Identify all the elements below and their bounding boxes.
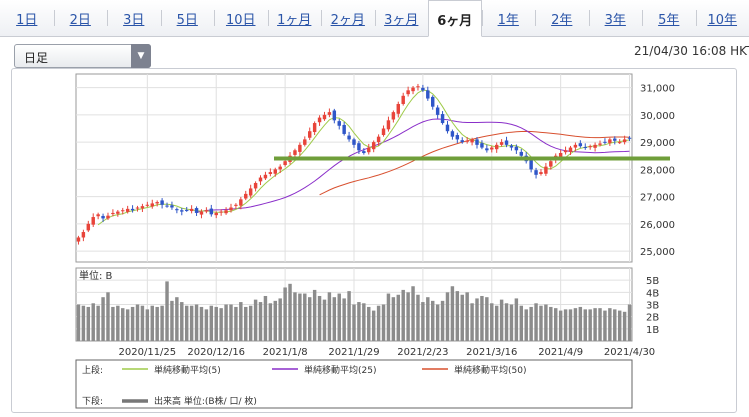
tab-8[interactable]: 6ヶ月 (428, 0, 482, 37)
tab-10[interactable]: 2年 (551, 13, 573, 28)
tab-separator (53, 10, 55, 26)
tab-separator (535, 10, 536, 26)
tab-separator (481, 10, 483, 26)
tab-1[interactable]: 2日 (69, 13, 91, 28)
tab-12[interactable]: 5年 (658, 13, 680, 28)
tab-separator (160, 10, 162, 26)
tab-7[interactable]: 3ヶ月 (384, 13, 419, 28)
chart-panel (11, 68, 737, 413)
tab-0[interactable]: 1日 (16, 13, 38, 28)
tab-separator (374, 10, 376, 26)
timestamp: 21/04/30 16:08 HKT (634, 44, 749, 58)
tab-separator (642, 10, 643, 26)
tab-separator (695, 10, 697, 26)
tab-11[interactable]: 3年 (604, 13, 626, 28)
chart-type-value: 日足 (24, 51, 49, 65)
tab-6[interactable]: 2ヶ月 (330, 13, 365, 28)
tab-separator (107, 10, 108, 26)
tab-4[interactable]: 10日 (225, 13, 256, 28)
tab-13[interactable]: 10年 (707, 13, 738, 28)
period-tabs: 1日 2日 3日 5日 10日 1ヶ月 2ヶ月 3ヶ月 6ヶ月 1年 2年 3年 5年 10年 (0, 0, 749, 37)
tab-separator (428, 10, 429, 26)
tab-3[interactable]: 5日 (176, 13, 198, 28)
dropdown-arrow-icon[interactable]: ▼ (131, 44, 151, 68)
chart-type-select[interactable]: 日足 ▼ (14, 44, 151, 68)
tab-5[interactable]: 1ヶ月 (277, 13, 312, 28)
tab-2[interactable]: 3日 (123, 13, 145, 28)
tab-separator (588, 10, 590, 26)
tab-9[interactable]: 1年 (497, 13, 519, 28)
tab-separator (214, 10, 215, 26)
tab-separator (321, 10, 322, 26)
tab-separator (267, 10, 269, 26)
